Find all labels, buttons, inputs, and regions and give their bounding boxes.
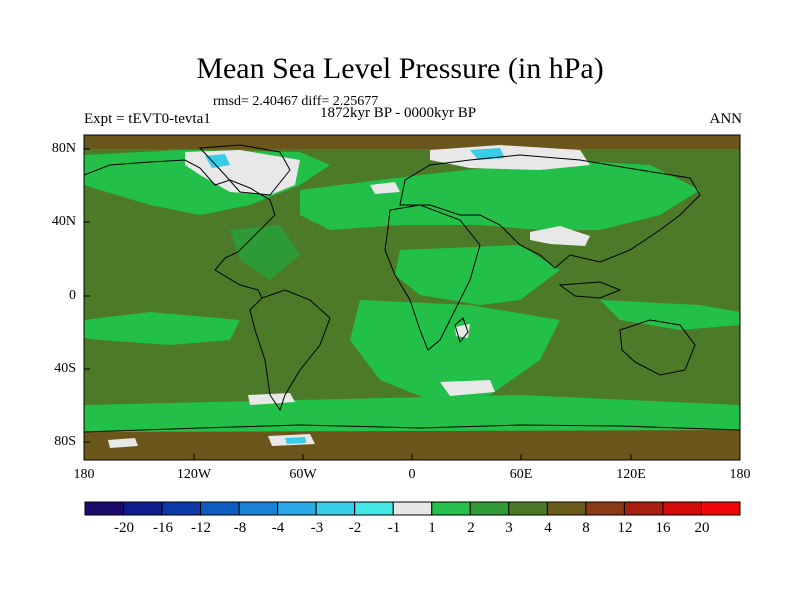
coast-antarctica — [84, 424, 740, 433]
lon-label-120w: 120W — [176, 467, 212, 482]
colorbar-swatch — [546, 501, 587, 516]
colorbar-label: 20 — [694, 520, 710, 536]
lat-label-40n: 40N — [51, 214, 76, 229]
lon-label-180e: 180 — [729, 467, 751, 482]
lon-label-60e: 60E — [509, 467, 533, 482]
stats-text: rmsd= 2.40467 diff= 2.25677 — [213, 94, 379, 109]
coast-south-america — [249, 289, 331, 412]
coast-madagascar — [454, 317, 469, 344]
coast-eurasia — [399, 154, 701, 269]
colorbar-label: -4 — [271, 520, 285, 536]
field-europe-white — [370, 182, 400, 194]
colorbar-swatch — [238, 501, 279, 516]
field-weddell-cyan — [285, 437, 306, 444]
colorbar-swatch — [585, 501, 625, 516]
lon-label-180w: 180 — [73, 467, 95, 482]
colorbar-label: 4 — [544, 520, 552, 536]
lat-label-40s: 40S — [54, 361, 76, 376]
colorbar-swatch — [508, 501, 548, 516]
lon-label-0: 0 — [408, 467, 416, 482]
lat-label-80s: 80S — [54, 434, 76, 449]
colorbar-swatch — [84, 501, 125, 516]
field-tibet-white — [530, 226, 590, 246]
colorbar-swatch — [431, 501, 471, 516]
colorbar-swatch — [123, 501, 163, 516]
colorbar-swatch — [662, 501, 702, 516]
field-greenland-cyan — [205, 154, 230, 168]
field-dark-patch — [230, 225, 300, 280]
colorbar-swatch — [200, 501, 240, 516]
field-siberia-white — [430, 145, 590, 170]
coast-australia — [619, 319, 696, 376]
lat-label-80n: 80N — [51, 141, 76, 156]
colorbar-swatch — [315, 501, 356, 516]
field-pacific-green — [84, 312, 240, 345]
colorbar-swatch — [161, 501, 202, 516]
lon-label-120e: 120E — [616, 467, 646, 482]
field-southern-ocean-green — [84, 395, 740, 432]
colorbar-label: -8 — [233, 520, 247, 536]
colorbar-swatch — [277, 501, 317, 516]
field-ross-white — [108, 438, 138, 448]
experiment-label: Expt = tEVT0-tevta1 — [84, 111, 211, 127]
colorbar-label: -16 — [153, 520, 173, 536]
coastlines — [84, 144, 740, 433]
field-satlantic-green — [350, 300, 560, 400]
field-wpacific-green — [600, 300, 740, 330]
colorbar-label: 12 — [617, 520, 633, 536]
colorbar-label: -12 — [191, 520, 211, 536]
field-eurasia-green — [300, 160, 700, 230]
map-title: Mean Sea Level Pressure (in hPa) — [196, 52, 604, 85]
period-subtitle: 1872kyr BP - 0000kyr BP — [320, 105, 477, 121]
colorbar-label: -20 — [114, 520, 134, 536]
coast-indonesia — [558, 281, 622, 299]
colorbar-label: -1 — [387, 520, 401, 536]
axis-ticks — [84, 148, 632, 460]
colorbar-swatch — [623, 501, 664, 516]
field-africa-green — [395, 245, 560, 305]
map-field — [84, 135, 740, 460]
colorbar-label: 2 — [467, 520, 475, 536]
coast-north-america — [84, 159, 276, 299]
colorbar-swatch — [392, 501, 433, 516]
colorbar-label: 16 — [655, 520, 671, 536]
lat-label-0: 0 — [69, 288, 76, 303]
colorbar-label: 1 — [428, 520, 436, 536]
colorbar — [84, 501, 741, 516]
colorbar-label: -3 — [310, 520, 324, 536]
field-arctic-band — [84, 135, 740, 149]
field-patagonia-white — [248, 393, 295, 405]
lon-label-60w: 60W — [289, 467, 317, 482]
coast-greenland — [198, 144, 291, 196]
colorbar-swatch — [469, 501, 510, 516]
field-satlantic-white — [440, 380, 495, 396]
colorbar-label: -2 — [348, 520, 362, 536]
coast-africa — [384, 204, 481, 351]
colorbar-label: 3 — [505, 520, 513, 536]
colorbar-swatch — [700, 501, 741, 516]
colorbar-swatch — [354, 501, 394, 516]
season-label: ANN — [709, 111, 743, 127]
colorbar-label: 8 — [582, 520, 590, 536]
